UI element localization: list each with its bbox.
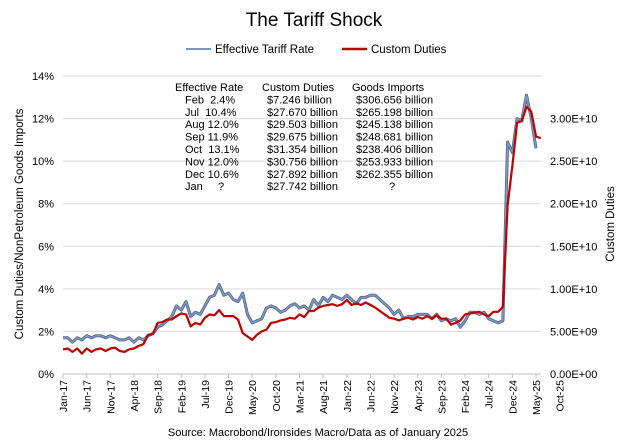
x-tick-label: Nov-17 — [105, 380, 117, 414]
chart-title: The Tariff Shock — [246, 10, 383, 31]
x-tick-label: Jan-22 — [342, 380, 354, 412]
legend-label-effective-rate: Effective Tariff Rate — [215, 44, 314, 56]
annotation-header: Goods Imports — [352, 82, 425, 94]
x-tick-label: Apr-23 — [413, 380, 425, 412]
annotation-cell: $27.892 billion — [267, 169, 338, 181]
x-tick-label: Dec-24 — [507, 380, 519, 414]
right-tick-label: 1.00E+10 — [550, 284, 597, 296]
annotation-cell: Jan ? — [185, 181, 224, 193]
x-tick-label: May-25 — [531, 380, 543, 415]
annotation-table: Effective Rate Custom Duties Goods Imports… — [175, 82, 433, 193]
legend-label-custom-duties: Custom Duties — [371, 44, 447, 56]
annotation-cell: $238.406 billion — [356, 144, 433, 156]
x-tick-label: Oct-20 — [271, 380, 283, 412]
x-tick-label: Oct-25 — [555, 380, 567, 412]
left-tick-label: 6% — [38, 241, 54, 253]
x-axis-ticks: Jan-17 Jun-17 Nov-17 Apr-18 Sep-18 Feb-19 Jul-… — [58, 374, 567, 415]
left-axis-ticks: 0% 2% 4% 6% 8% 10% 12% 14% — [32, 71, 54, 381]
x-tick-label: Jan-17 — [58, 380, 70, 412]
x-tick-label: Dec-19 — [224, 380, 236, 414]
series-lines — [62, 93, 542, 355]
y-axis-label-right: Custom Duties — [605, 186, 617, 262]
annotation-cell: $29.675 billion — [267, 132, 338, 144]
annotation-cell: Dec 10.6% — [185, 169, 239, 181]
x-tick-label: Apr-18 — [129, 380, 141, 412]
annotation-cell: $248.681 billion — [356, 132, 433, 144]
right-tick-label: 3.00E+10 — [550, 114, 597, 126]
x-tick-label: Jul-24 — [484, 380, 496, 409]
x-tick-label: Nov-22 — [389, 380, 401, 414]
x-tick-label: Jun-17 — [82, 380, 94, 412]
right-axis-ticks: 0.00E+00 5.00E+09 1.00E+10 1.50E+10 2.00E+10… — [550, 114, 597, 381]
left-tick-label: 10% — [32, 156, 54, 168]
annotation-cell: $29.503 billion — [267, 119, 338, 131]
x-tick-label: Jun-22 — [365, 380, 377, 412]
left-tick-label: 8% — [38, 199, 54, 211]
right-tick-label: 5.00E+09 — [550, 326, 597, 338]
annotation-cell: $265.198 billion — [356, 107, 433, 119]
right-tick-label: 1.50E+10 — [550, 241, 597, 253]
annotation-cell: Feb 2.4% — [185, 94, 235, 106]
annotation-cell: $306.656 billion — [356, 94, 433, 106]
x-tick-label: May-20 — [247, 380, 259, 415]
right-tick-label: 0.00E+00 — [550, 369, 597, 381]
annotation-header: Effective Rate — [175, 82, 243, 94]
left-tick-label: 2% — [38, 326, 54, 338]
annotation-cell: Aug 12.0% — [185, 119, 239, 131]
left-tick-label: 12% — [32, 114, 54, 126]
annotation-cell: $27.742 billion — [267, 181, 338, 193]
y-axis-label-left: Custom Duties/NonPetroleum Goods Imports — [14, 108, 26, 339]
right-tick-label: 2.50E+10 — [550, 156, 597, 168]
x-tick-label: Mar-21 — [295, 380, 307, 413]
annotation-cell: $262.355 billion — [356, 169, 433, 181]
annotation-cell: $253.933 billion — [356, 156, 433, 168]
annotation-cell: $31.354 billion — [267, 144, 338, 156]
annotation-cell: Jul 10.4% — [185, 107, 237, 119]
left-tick-label: 4% — [38, 284, 54, 296]
annotation-cell: $245.138 billion — [356, 119, 433, 131]
x-tick-label: Sep-23 — [436, 380, 448, 414]
annotation-cell: Nov 12.0% — [185, 156, 239, 168]
x-tick-label: Sep-18 — [153, 380, 165, 414]
left-tick-label: 14% — [32, 71, 54, 83]
annotation-cell: ? — [389, 181, 395, 193]
x-tick-label: Aug-21 — [318, 380, 330, 414]
gridlines — [63, 75, 541, 375]
annotation-cell: $27.670 billion — [267, 107, 338, 119]
x-tick-label: Feb-19 — [176, 380, 188, 413]
legend: Effective Tariff Rate Custom Duties — [186, 44, 447, 56]
annotation-header: Custom Duties — [262, 82, 335, 94]
annotation-cell: Sep 11.9% — [185, 132, 238, 144]
series-line-custom-duties — [62, 105, 542, 355]
right-tick-label: 2.00E+10 — [550, 199, 597, 211]
x-tick-label: Feb-24 — [460, 380, 472, 413]
annotation-cell: Oct 13.1% — [185, 144, 240, 156]
annotation-cell: $7.246 billion — [267, 94, 332, 106]
annotation-cell: $30.756 billion — [267, 156, 338, 168]
left-tick-label: 0% — [38, 369, 54, 381]
x-tick-label: Jul-19 — [200, 380, 212, 409]
source-note: Source: Macrobond/Ironsides Macro/Data a… — [168, 427, 468, 439]
